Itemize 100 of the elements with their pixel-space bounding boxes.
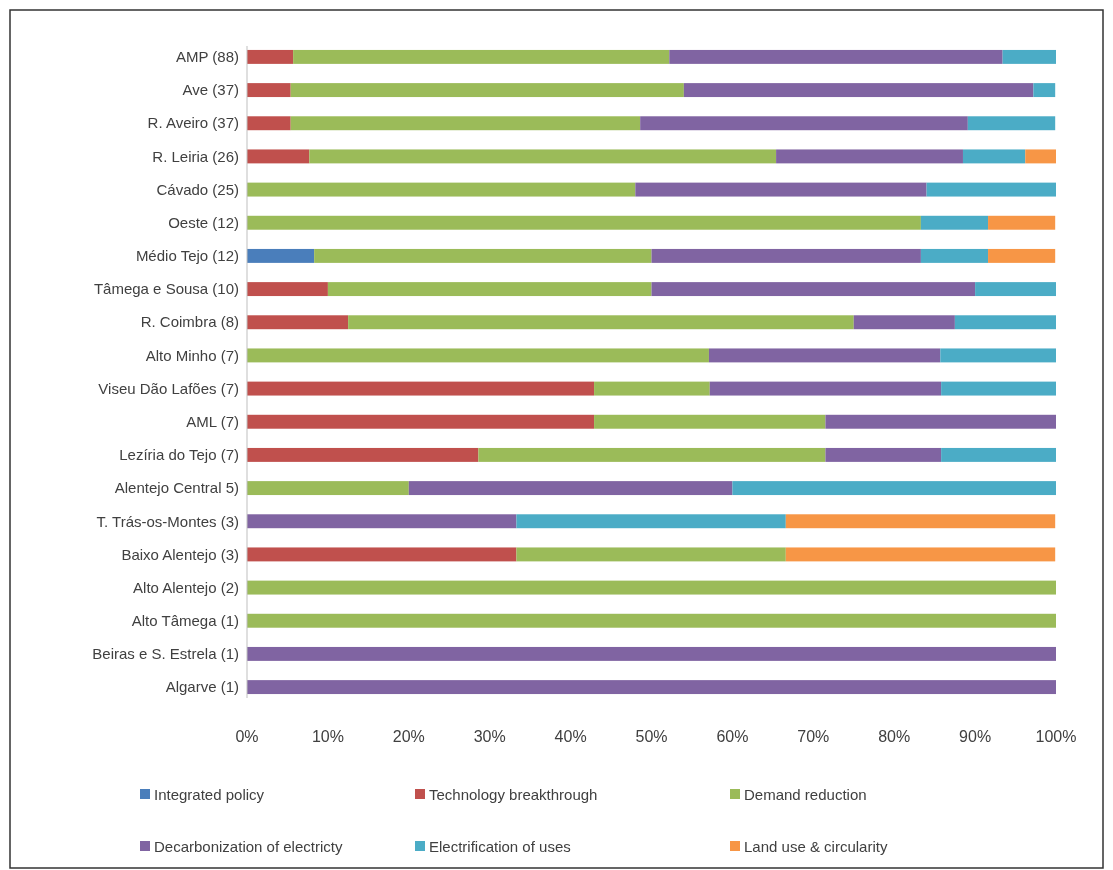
bar: [247, 116, 291, 131]
y-tick-label: Oeste (12): [168, 214, 239, 231]
x-tick-label: 60%: [716, 728, 749, 745]
bar: [940, 348, 1056, 363]
bar: [516, 514, 786, 529]
y-tick-label: Ave (37): [182, 81, 239, 99]
y-tick-label: Algarve (1): [165, 678, 239, 696]
y-tick-label: Lezíria do Tejo (7): [119, 446, 239, 464]
bar: [669, 49, 1003, 64]
y-tick-label: Baixo Alentejo (3): [121, 545, 239, 563]
y-tick-label: R. Leiria (26): [152, 147, 239, 165]
bar: [962, 149, 1026, 164]
legend-label: Decarbonization of electricty: [154, 838, 343, 856]
bar: [348, 315, 854, 330]
bar: [247, 315, 349, 330]
bar: [247, 481, 409, 496]
x-tick-label: 70%: [797, 728, 830, 745]
bar: [825, 414, 1056, 429]
bar: [651, 248, 921, 263]
y-tick-label: Alto Tâmega (1): [131, 612, 239, 629]
bar: [247, 381, 595, 396]
bar: [732, 481, 1056, 496]
bar: [941, 381, 1056, 396]
bar: [516, 547, 786, 562]
y-tick-label: Cávado (25): [156, 180, 239, 198]
legend-label: Land use & circularity: [744, 838, 888, 856]
y-tick-label: R. Aveiro (37): [147, 114, 239, 132]
bar: [290, 83, 684, 98]
bar: [640, 116, 968, 131]
bar: [594, 381, 710, 396]
x-tick-label: 10%: [311, 728, 344, 745]
bar: [708, 348, 941, 363]
bar: [293, 49, 670, 64]
bar: [247, 348, 709, 363]
x-tick-label: 30%: [473, 728, 506, 745]
bar: [247, 49, 294, 64]
y-tick-label: R. Coimbra (8): [140, 313, 239, 331]
bar: [247, 580, 1056, 595]
y-tick-label: Alto Minho (7): [145, 346, 239, 364]
bar: [247, 83, 291, 98]
bar: [290, 116, 641, 131]
y-tick-label: AMP (88): [175, 48, 239, 66]
bar: [988, 248, 1056, 263]
bar: [920, 248, 989, 263]
bar: [709, 381, 942, 396]
bar: [651, 282, 976, 297]
bar: [478, 447, 826, 462]
bar: [988, 215, 1056, 230]
bar: [408, 481, 733, 496]
bar: [309, 149, 777, 164]
bar: [635, 182, 927, 197]
y-tick-label: Alentejo Central 5): [114, 479, 239, 497]
bar: [247, 680, 1056, 695]
bar: [975, 282, 1056, 297]
bar: [853, 315, 955, 330]
bar: [247, 182, 636, 197]
bar: [314, 248, 652, 263]
legend-label: Electrification of uses: [429, 838, 571, 856]
x-tick-label: 80%: [878, 728, 911, 745]
bar: [825, 447, 942, 462]
bar: [776, 149, 963, 164]
bar: [683, 83, 1034, 98]
y-tick-label: AML (7): [186, 413, 239, 430]
x-tick-label: 90%: [959, 728, 992, 745]
legend-label: Demand reduction: [744, 786, 867, 804]
bar: [247, 547, 517, 562]
bar: [594, 414, 826, 429]
bar: [247, 149, 310, 164]
bar: [926, 182, 1056, 197]
bar: [785, 514, 1056, 529]
bar: [247, 514, 517, 529]
bar: [247, 248, 315, 263]
x-tick-label: 50%: [635, 728, 668, 745]
y-tick-label: Viseu Dão Lafões (7): [98, 379, 239, 397]
bar: [967, 116, 1056, 131]
bar: [785, 547, 1056, 562]
bar: [247, 613, 1056, 628]
y-tick-label: Beiras e S. Estrela (1): [92, 645, 239, 663]
y-tick-label: Alto Alentejo (2): [133, 578, 239, 596]
x-tick-label: 40%: [554, 728, 587, 745]
bar: [247, 414, 595, 429]
x-tick-label: 0%: [235, 728, 259, 745]
y-tick-label: Médio Tejo (12): [135, 247, 239, 265]
bar: [247, 646, 1056, 661]
bar: [247, 282, 328, 297]
bar: [954, 315, 1056, 330]
x-tick-label: 20%: [392, 728, 425, 745]
bar: [1033, 83, 1056, 98]
bar: [1025, 149, 1056, 164]
bar: [247, 215, 921, 230]
y-tick-label: T. Trás-os-Montes (3): [96, 512, 239, 530]
bar: [327, 282, 652, 297]
legend-label: Integrated policy: [154, 786, 265, 804]
bar: [941, 447, 1056, 462]
bar: [1002, 49, 1056, 64]
x-tick-label: 100%: [1035, 728, 1077, 745]
bar: [920, 215, 989, 230]
y-tick-label: Tâmega e Sousa (10): [93, 280, 239, 298]
bar: [247, 447, 479, 462]
legend-label: Technology breakthrough: [429, 786, 598, 804]
